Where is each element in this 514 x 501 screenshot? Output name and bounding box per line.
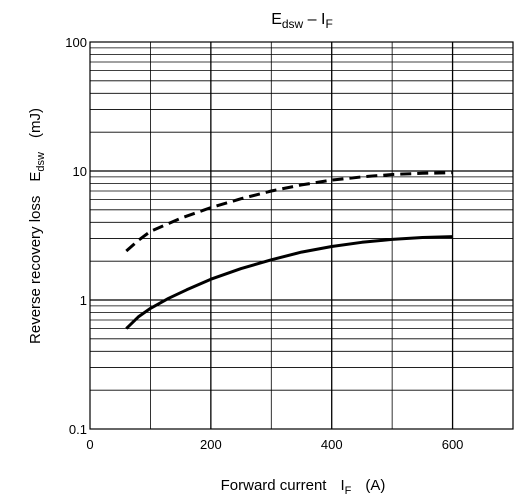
- y-tick-label: 10: [73, 164, 87, 179]
- x-tick-label: 600: [442, 437, 464, 452]
- x-tick-label: 200: [200, 437, 222, 452]
- tick-labels: 0 200 400 600 0.1 1 10 100: [65, 35, 463, 452]
- y-tick-label: 0.1: [69, 422, 87, 437]
- x-tick-label: 400: [321, 437, 343, 452]
- x-tick-label: 0: [86, 437, 93, 452]
- y-axis-label: Reverse recovery lossEdsw(mJ): [27, 108, 47, 344]
- series-layer: [125, 171, 453, 330]
- plot-area-frame: [89, 41, 514, 430]
- solid-series-line: [125, 235, 453, 330]
- x-axis-label: Forward current IF (A): [221, 477, 386, 497]
- chart-title: Edsw – IF: [271, 11, 333, 31]
- y-tick-label: 100: [65, 35, 87, 50]
- grid-lines: [90, 42, 513, 429]
- dashed-series-line: [125, 171, 453, 253]
- y-tick-label: 1: [80, 293, 87, 308]
